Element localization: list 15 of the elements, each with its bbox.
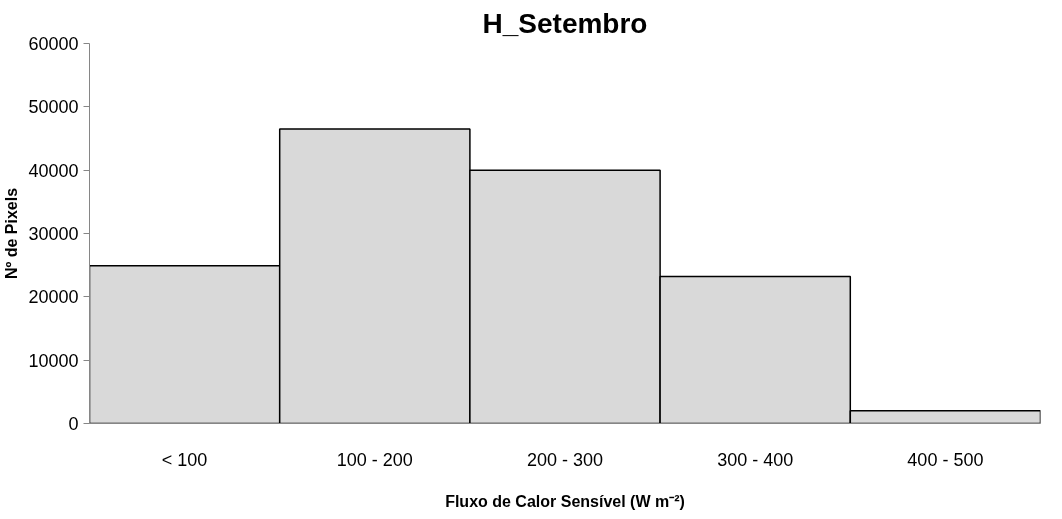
x-tick-label: < 100 [161,449,208,470]
y-tick-label: 10000 [28,350,79,371]
y-tick-label: 30000 [28,224,79,244]
x-tick-label: 100 - 200 [336,449,413,470]
chart-title: H_Setembro [482,7,648,39]
y-tick-label: 0 [68,414,79,434]
y-axis-title: Nº de Pixels [3,187,21,280]
x-tick-label: 400 - 500 [907,449,984,470]
y-tick-label: 50000 [28,97,79,118]
x-tick-label: 200 - 300 [526,449,604,470]
y-tick-label: 40000 [28,160,79,181]
x-axis-title: Fluxo de Calor Sensível (W m⁻²) [445,492,685,510]
x-tick-label: 300 - 400 [717,449,794,470]
y-tick-label: 20000 [28,287,79,308]
y-tick-label: 60000 [28,34,79,54]
